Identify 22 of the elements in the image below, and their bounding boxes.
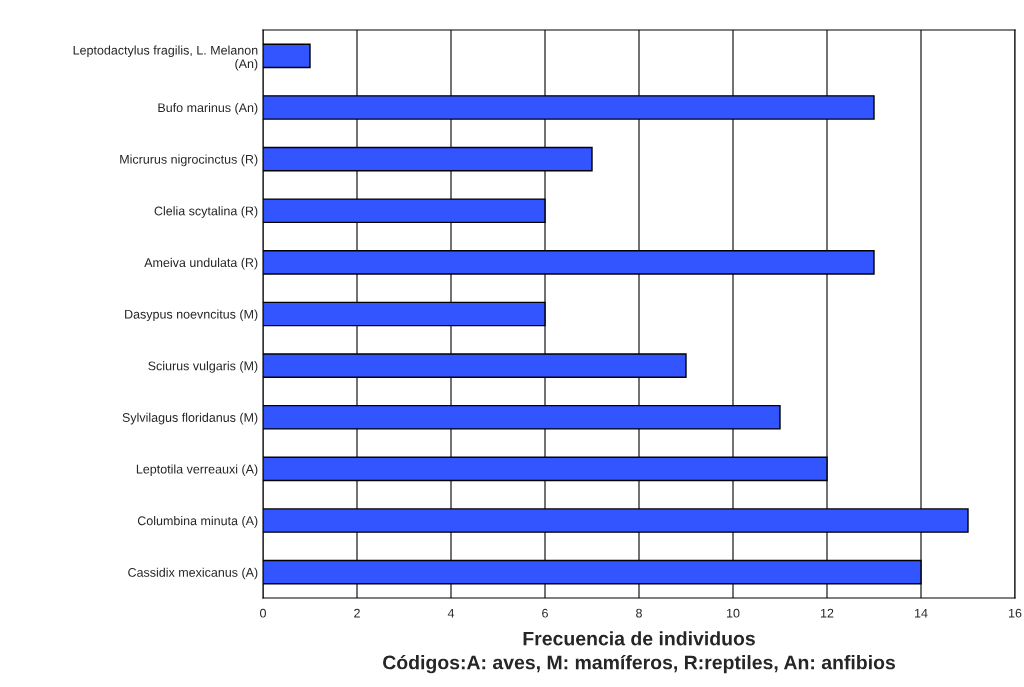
y-tick-label: Sciurus vulgaris (M) — [148, 361, 258, 373]
x-tick-label: 6 — [542, 608, 548, 618]
y-tick-label: Cassidix mexicanus (A) — [128, 567, 258, 580]
x-tick-label: 4 — [447, 608, 455, 618]
text: Códigos:A: aves, M: mamíferos, R:reptiles, An: anfibios — [383, 654, 895, 674]
y-tick-label: Bufo marinus (An) — [158, 102, 258, 115]
x-tick-label: 2 — [354, 608, 360, 618]
x-tick-label: 0 — [260, 608, 266, 618]
y-tick-label: Micrurus nigrocinctus (R) — [120, 154, 258, 167]
x-tick-label: 8 — [636, 608, 642, 618]
y-tick-label: Sylvilagus floridanus (M) — [122, 412, 258, 425]
y-tick-label: Dasypus noevncitus (M) — [125, 309, 258, 322]
x-tick-label: 16 — [1009, 608, 1022, 618]
y-tick-label: Leptotila verreauxi (A) — [136, 464, 258, 477]
x-tick-label: 14 — [915, 608, 928, 618]
x-tick-label: 12 — [821, 608, 834, 618]
y-tick-label: Ameiva undulata (R) — [144, 257, 258, 270]
y-tick-label: Clelia scytalina (R) — [154, 206, 258, 218]
y-tick-label: Columbina minuta (A) — [137, 516, 258, 528]
x-axis-title: Frecuencia de individuos — [523, 631, 755, 646]
y-tick-label: Leptodactylus fragilis, L. Melanon (An) — [73, 45, 258, 71]
x-tick-label: 10 — [727, 608, 740, 618]
